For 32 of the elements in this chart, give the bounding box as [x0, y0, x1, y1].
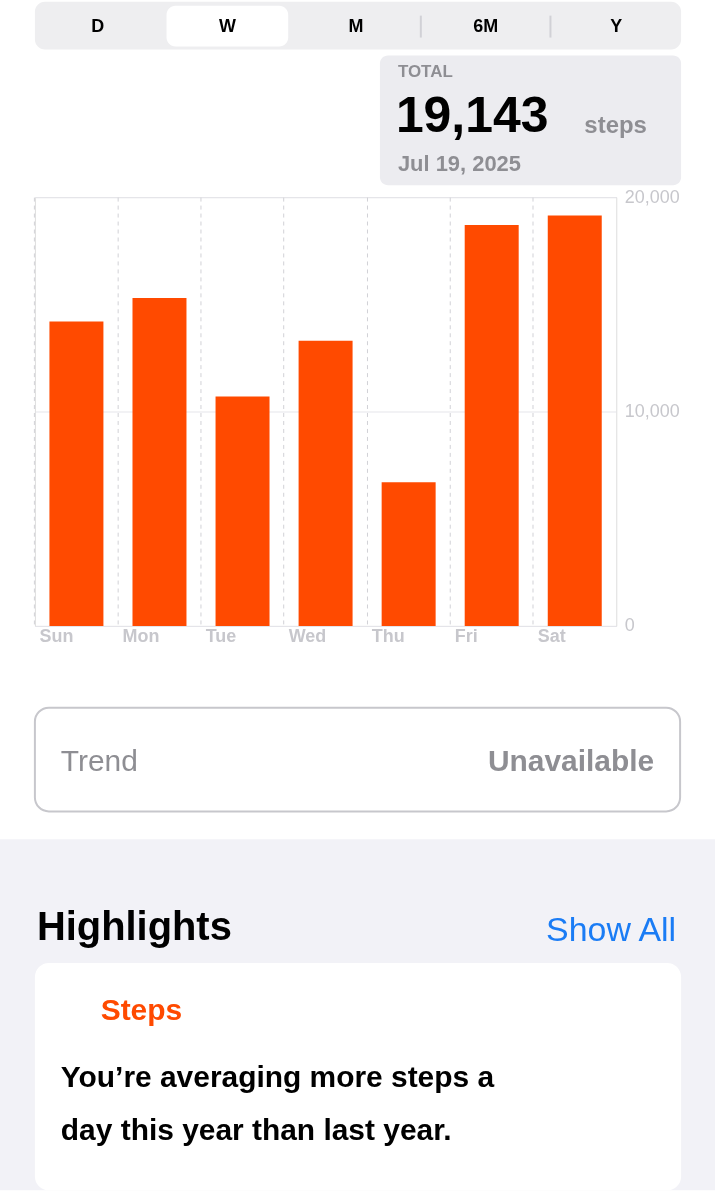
text: Show All [546, 910, 677, 949]
text: D [91, 15, 105, 36]
x-tick-label: Mon [122, 626, 160, 647]
x-tick-label: Wed [288, 626, 327, 647]
text: TOTAL [397, 62, 453, 82]
x-tick-label: Fri [454, 626, 478, 647]
bar [49, 321, 104, 626]
text: Y [610, 15, 623, 36]
y-tick-label: 0 [624, 615, 635, 636]
text: Jul 19, 2025 [397, 151, 521, 177]
x-tick-label: Tue [205, 626, 237, 647]
text: Unavailable [487, 743, 655, 777]
bar [381, 482, 436, 626]
text: 6M [473, 15, 499, 36]
bar [464, 224, 519, 626]
x-tick-label: Sat [537, 626, 566, 647]
bar [132, 297, 187, 626]
text: Highlights [36, 904, 232, 949]
bar [547, 215, 602, 626]
text: M [348, 15, 364, 36]
y-tick-label: 10,000 [624, 401, 680, 421]
text: W [218, 15, 236, 36]
text: 19,143 [395, 87, 549, 144]
bar [215, 396, 270, 626]
text: Trend [60, 743, 138, 777]
text: You’re averaging more steps a day this year than last year. [60, 1059, 495, 1147]
bar [298, 340, 353, 626]
x-tick-label: Sun [39, 626, 74, 647]
text: Steps [100, 992, 183, 1026]
x-tick-label: Thu [371, 626, 405, 647]
text: steps [584, 111, 647, 139]
y-tick-label: 20,000 [624, 186, 680, 207]
